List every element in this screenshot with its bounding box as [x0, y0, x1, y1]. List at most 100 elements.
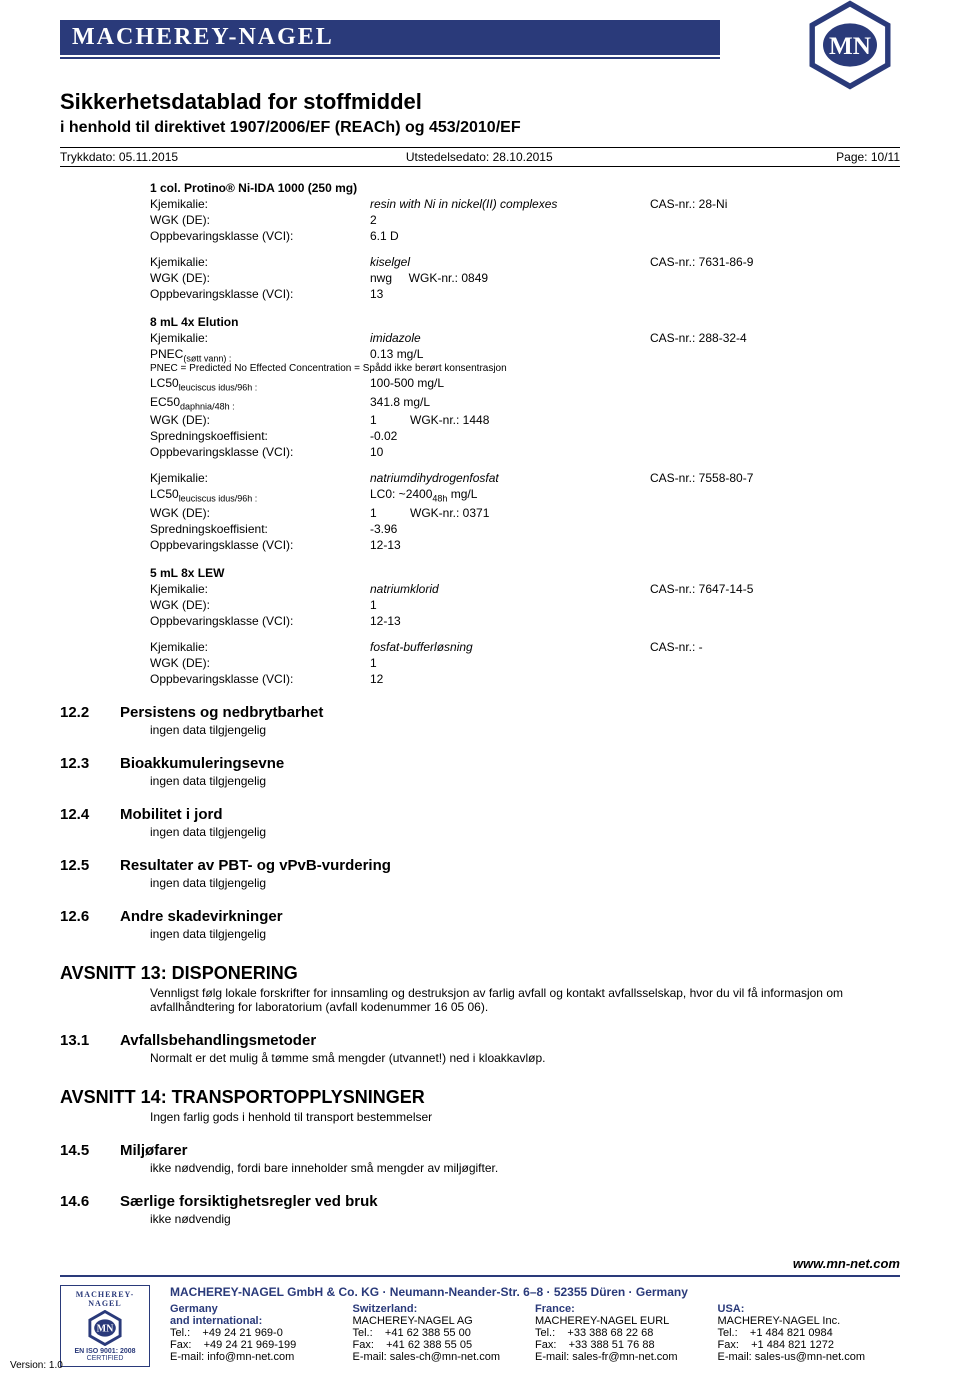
company-line: MACHEREY-NAGEL GmbH & Co. KG · Neumann-N… — [170, 1285, 900, 1299]
value: 1 WGK-nr.: 1448 — [370, 413, 650, 427]
cas: CAS-nr.: 28-Ni — [650, 197, 900, 211]
label: Kjemikalie: — [150, 640, 370, 654]
section-title: Særlige forsiktighetsregler ved bruk — [120, 1193, 378, 1210]
section-num: 12.3 — [60, 755, 120, 772]
value: 10 — [370, 445, 650, 459]
version-label: Version: 1.0 — [10, 1360, 63, 1371]
value: -0.02 — [370, 429, 650, 443]
value: 1 — [370, 656, 650, 670]
block3-title: 5 mL 8x LEW — [150, 566, 900, 580]
footer-col-ch: Switzerland: MACHEREY-NAGEL AG Tel.: +41… — [353, 1303, 536, 1363]
value: 12-13 — [370, 614, 650, 628]
cas: CAS-nr.: 7647-14-5 — [650, 582, 900, 596]
value: 13 — [370, 287, 650, 301]
avsnitt-14-body: Ingen farlig gods i henhold til transpor… — [150, 1110, 900, 1124]
footer-url: www.mn-net.com — [60, 1256, 900, 1271]
section-num: 14.5 — [60, 1142, 120, 1159]
value: 12-13 — [370, 538, 650, 552]
svg-text:MN: MN — [97, 1323, 115, 1334]
footer-col-fr: France: MACHEREY-NAGEL EURL Tel.: +33 38… — [535, 1303, 718, 1363]
block2-title: 8 mL 4x Elution — [150, 315, 900, 329]
date-line: Trykkdato: 05.11.2015 Utstedelsedato: 28… — [60, 147, 900, 167]
section-num: 14.6 — [60, 1193, 120, 1210]
value: -3.96 — [370, 522, 650, 536]
section-title: Persistens og nedbrytbarhet — [120, 704, 323, 721]
section-body: ingen data tilgjengelig — [150, 876, 900, 890]
section-title: Bioakkumuleringsevne — [120, 755, 284, 772]
label: WGK (DE): — [150, 413, 370, 427]
section-title: Miljøfarer — [120, 1142, 188, 1159]
value: 0.13 mg/L — [370, 347, 650, 363]
section-body: ingen data tilgjengelig — [150, 825, 900, 839]
cas: CAS-nr.: - — [650, 640, 900, 654]
value: natriumdihydrogenfosfat — [370, 471, 650, 485]
value: imidazole — [370, 331, 650, 345]
section-num: 12.6 — [60, 908, 120, 925]
label: LC50leuciscus idus/96h : — [150, 376, 370, 392]
section-num: 12.4 — [60, 806, 120, 823]
label: Kjemikalie: — [150, 197, 370, 211]
label: WGK (DE): — [150, 506, 370, 520]
value: 341.8 mg/L — [370, 395, 650, 411]
section-num: 13.1 — [60, 1032, 120, 1049]
section-body: Normalt er det mulig å tømme små mengder… — [150, 1051, 900, 1065]
section-body: ingen data tilgjengelig — [150, 774, 900, 788]
section-title: Andre skadevirkninger — [120, 908, 283, 925]
value: natriumklorid — [370, 582, 650, 596]
label: Kjemikalie: — [150, 471, 370, 485]
avsnitt-14-title: AVSNITT 14: TRANSPORTOPPLYSNINGER — [60, 1087, 900, 1108]
cas: CAS-nr.: 7631-86-9 — [650, 255, 900, 269]
value: fosfat-bufferløsning — [370, 640, 650, 654]
section-title: Resultater av PBT- og vPvB-vurdering — [120, 857, 391, 874]
value: kiselgel — [370, 255, 650, 269]
footer-col-de: Germany and international: Tel.: +49 24 … — [170, 1303, 353, 1363]
section-title: Mobilitet i jord — [120, 806, 223, 823]
section-body: ikke nødvendig — [150, 1212, 900, 1226]
section-title: Avfallsbehandlingsmetoder — [120, 1032, 316, 1049]
page-number: Page: 10/11 — [653, 150, 900, 164]
label: WGK (DE): — [150, 271, 370, 285]
label: Oppbevaringsklasse (VCI): — [150, 445, 370, 459]
value: 2 — [370, 213, 650, 227]
pnec-note: PNEC = Predicted No Effected Concentrati… — [150, 363, 900, 374]
print-date: Trykkdato: 05.11.2015 — [60, 150, 406, 164]
label: Kjemikalie: — [150, 331, 370, 345]
value: LC0: ~240048h mg/L — [370, 487, 650, 503]
cas: CAS-nr.: 7558-80-7 — [650, 471, 900, 485]
doc-subtitle: i henhold til direktivet 1907/2006/EF (R… — [60, 119, 900, 137]
doc-title: Sikkerhetsdatablad for stoffmiddel — [60, 89, 900, 115]
value: 6.1 D — [370, 229, 650, 243]
footer-rule — [60, 1275, 900, 1277]
section-num: 12.2 — [60, 704, 120, 721]
label: Kjemikalie: — [150, 255, 370, 269]
brand-logo: MN — [800, 0, 900, 90]
brand-header: MACHEREY-NAGEL — [60, 20, 720, 55]
label: EC50daphnia/48h : — [150, 395, 370, 411]
label: Oppbevaringsklasse (VCI): — [150, 229, 370, 243]
label: Kjemikalie: — [150, 582, 370, 596]
label: Oppbevaringsklasse (VCI): — [150, 614, 370, 628]
cas: CAS-nr.: 288-32-4 — [650, 331, 900, 345]
label: WGK (DE): — [150, 598, 370, 612]
footer-col-us: USA: MACHEREY-NAGEL Inc. Tel.: +1 484 82… — [718, 1303, 901, 1363]
label: Oppbevaringsklasse (VCI): — [150, 672, 370, 686]
header-rule — [60, 57, 720, 59]
value: 1 WGK-nr.: 0371 — [370, 506, 650, 520]
svg-text:MN: MN — [829, 33, 871, 60]
section-body: ingen data tilgjengelig — [150, 723, 900, 737]
label: WGK (DE): — [150, 656, 370, 670]
label: Spredningskoeffisient: — [150, 522, 370, 536]
value: resin with Ni in nickel(II) complexes — [370, 197, 650, 211]
cert-badge: MACHEREY-NAGEL MN EN ISO 9001: 2008 CERT… — [60, 1285, 150, 1367]
label: Spredningskoeffisient: — [150, 429, 370, 443]
value: 100-500 mg/L — [370, 376, 650, 392]
avsnitt-13-body: Vennligst følg lokale forskrifter for in… — [150, 986, 900, 1014]
label: LC50leuciscus idus/96h : — [150, 487, 370, 503]
label: Oppbevaringsklasse (VCI): — [150, 538, 370, 552]
avsnitt-13-title: AVSNITT 13: DISPONERING — [60, 963, 900, 984]
block1-title: 1 col. Protino® Ni-IDA 1000 (250 mg) — [150, 181, 900, 195]
value: 1 — [370, 598, 650, 612]
issue-date: Utstedelsedato: 28.10.2015 — [406, 150, 653, 164]
value: 12 — [370, 672, 650, 686]
section-body: ikke nødvendig, fordi bare inneholder sm… — [150, 1161, 900, 1175]
